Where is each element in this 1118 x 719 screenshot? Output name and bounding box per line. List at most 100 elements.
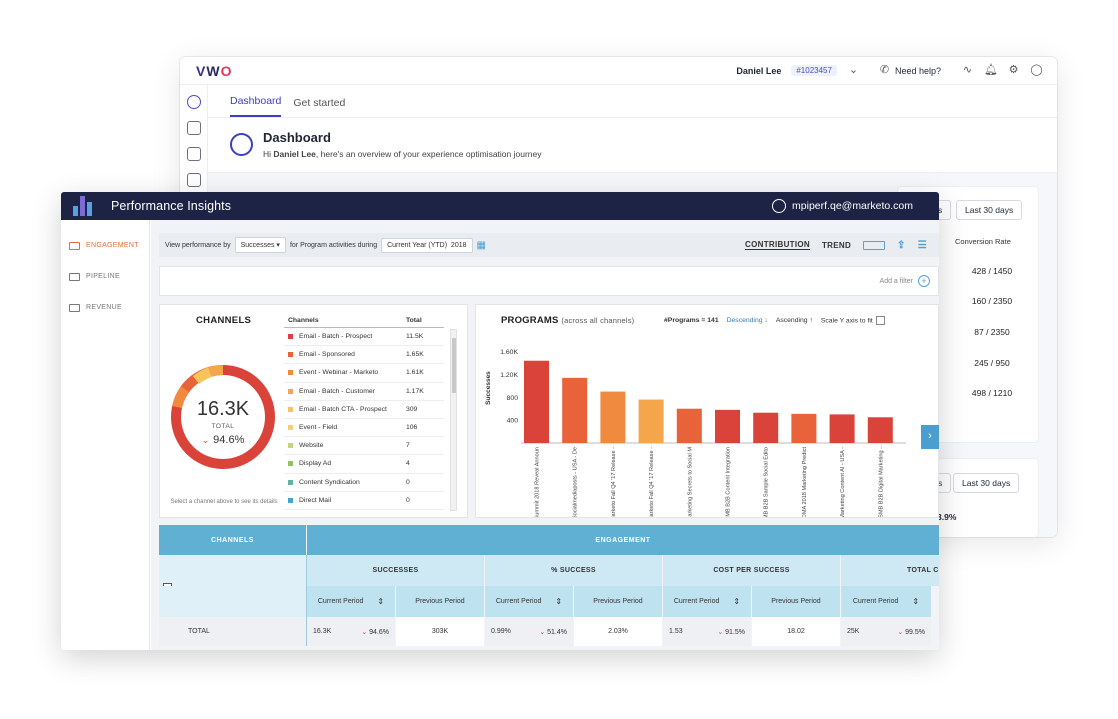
tab-dashboard[interactable]: Dashboard bbox=[230, 95, 282, 117]
program-bar[interactable] bbox=[600, 391, 626, 443]
channel-swatch bbox=[288, 497, 293, 503]
current-period-header[interactable]: Current Period ⇕ bbox=[841, 586, 931, 617]
total-row-label: TOTAL bbox=[159, 617, 306, 646]
cursor-icon[interactable] bbox=[186, 147, 201, 161]
previous-period-header[interactable]: Previous Period bbox=[396, 586, 484, 617]
nav-engagement[interactable]: ENGAGEMENT bbox=[61, 230, 149, 261]
x-tick-label: MN2018 - Summit 2018 Reveal Announ bbox=[535, 447, 541, 517]
channel-row[interactable]: Email - Sponsored 1.65K bbox=[284, 346, 444, 365]
program-bar[interactable] bbox=[524, 360, 549, 443]
current-period-header[interactable]: Current Period ⇕ bbox=[485, 586, 573, 617]
channel-swatch bbox=[288, 479, 293, 485]
current-period-header[interactable]: Current Period ⇕ bbox=[307, 586, 395, 617]
channel-row[interactable]: Display Ad 4 bbox=[284, 455, 444, 474]
channel-row[interactable]: Event - Webinar - Marketo 1.61K bbox=[284, 364, 444, 383]
sort-icon[interactable]: ⇕ bbox=[733, 597, 741, 606]
settings-sliders-icon[interactable]: ☰ bbox=[917, 239, 927, 251]
activity-icon[interactable]: ∿ bbox=[962, 64, 973, 76]
programs-panel: PROGRAMS (across all channels) #Programs… bbox=[475, 304, 939, 518]
columns-icon[interactable] bbox=[863, 240, 886, 250]
tab-trend[interactable]: TREND bbox=[821, 240, 852, 250]
program-bar[interactable] bbox=[753, 412, 779, 443]
profile-icon[interactable]: ◯ bbox=[1030, 64, 1043, 76]
x-tick-label: EmPr - SMB B2B Content Integration bbox=[726, 447, 732, 517]
program-bar[interactable] bbox=[867, 417, 893, 443]
channel-swatch bbox=[288, 443, 293, 449]
channel-total: 1.61K bbox=[406, 369, 424, 377]
conversion-value: 428 / 1450 bbox=[971, 266, 1013, 276]
tab-contribution[interactable]: CONTRIBUTION bbox=[745, 240, 810, 250]
previous-period-header[interactable]: Previous Period bbox=[574, 586, 662, 617]
sort-ascending[interactable]: Ascending ↑ bbox=[775, 317, 813, 324]
channels-scrollbar[interactable] bbox=[450, 329, 457, 511]
metric-successes[interactable]: SUCCESSES bbox=[307, 555, 484, 586]
sort-descending[interactable]: Descending ↓ bbox=[726, 317, 768, 324]
channels-title: CHANNELS bbox=[196, 315, 252, 326]
x-tick-label: EmSo - Socialmediaposts - USA - De bbox=[573, 447, 579, 517]
channel-total: 0 bbox=[406, 496, 410, 504]
flask-icon[interactable] bbox=[186, 121, 201, 135]
previous-period-header[interactable]: Previous Period bbox=[752, 586, 840, 617]
total-previous-cell: 303K bbox=[396, 617, 484, 646]
dashboard-icon[interactable] bbox=[186, 95, 201, 109]
sort-icon[interactable]: ⇕ bbox=[912, 597, 920, 606]
user-menu[interactable]: mpiperf.qe@marketo.com bbox=[772, 199, 913, 213]
y-tick-label: 1.60K bbox=[500, 349, 518, 356]
range-last-30-days-2[interactable]: Last 30 days bbox=[953, 473, 1020, 493]
conversion-value: 245 / 950 bbox=[974, 358, 1010, 368]
vwo-logo[interactable]: VWO bbox=[196, 62, 233, 79]
metric-pct-success[interactable]: % SUCCESS bbox=[485, 555, 662, 586]
channels-donut[interactable] bbox=[168, 362, 278, 472]
metric-total-cost[interactable]: TOTAL C bbox=[841, 555, 939, 586]
program-bar[interactable] bbox=[791, 413, 817, 443]
channel-row[interactable]: Email - Batch - Prospect 11.5K bbox=[284, 328, 444, 347]
channel-total: 7 bbox=[406, 442, 410, 450]
gear-icon[interactable]: ⚙ bbox=[1008, 64, 1019, 76]
nav-revenue[interactable]: REVENUE bbox=[61, 292, 149, 323]
channel-total: 4 bbox=[406, 460, 410, 468]
channel-row[interactable]: Website 7 bbox=[284, 437, 444, 456]
database-icon[interactable] bbox=[186, 173, 201, 187]
channel-row[interactable]: Content Syndication 0 bbox=[284, 474, 444, 492]
chevron-down-icon[interactable]: ⌄ bbox=[848, 64, 859, 76]
metric-select[interactable]: Successes ▾ bbox=[234, 237, 286, 253]
x-tick-label: WM - Marketing Secrets to Social M bbox=[687, 447, 693, 517]
bell-icon[interactable]: 🔔︎ bbox=[984, 64, 998, 76]
tab-get-started[interactable]: Get started bbox=[293, 97, 346, 109]
next-chevron-button[interactable]: › bbox=[921, 425, 939, 449]
channel-row[interactable]: Direct Mail 0 bbox=[284, 492, 444, 510]
plus-icon[interactable]: + bbox=[918, 275, 930, 287]
sort-icon[interactable]: ⇕ bbox=[555, 597, 563, 606]
channel-row[interactable]: Email - Batch CTA - Prospect 309 bbox=[284, 401, 444, 419]
nav-pipeline[interactable]: PIPELINE bbox=[61, 261, 149, 292]
programs-title: PROGRAMS (across all channels) bbox=[501, 315, 635, 326]
current-period-header[interactable]: Current Period ⇕ bbox=[663, 586, 751, 617]
vwo-topbar: VWO Daniel Lee #1023457 ⌄ ✆ Need help? ∿… bbox=[180, 57, 1057, 85]
channel-name: Display Ad bbox=[299, 460, 332, 468]
y-tick-label: 400 bbox=[507, 418, 519, 425]
range-last-30-days[interactable]: Last 30 days bbox=[956, 200, 1023, 220]
vwo-tabs: Dashboard Get started bbox=[208, 85, 1057, 118]
add-filter-bar[interactable]: Add a filter + bbox=[159, 266, 939, 296]
need-help-link[interactable]: Need help? bbox=[894, 65, 941, 76]
program-bar[interactable] bbox=[676, 408, 702, 443]
share-icon[interactable]: ⇪ bbox=[897, 239, 906, 251]
program-bar[interactable] bbox=[829, 414, 855, 443]
user-icon bbox=[772, 199, 787, 213]
group-channels-header[interactable]: CHANNELS bbox=[159, 525, 306, 555]
sort-icon[interactable]: ⇕ bbox=[377, 597, 385, 606]
user-name[interactable]: Daniel Lee bbox=[736, 65, 782, 76]
scale-y-toggle[interactable]: Scale Y axis to fit bbox=[821, 316, 885, 325]
program-bar[interactable] bbox=[715, 409, 740, 443]
program-bar[interactable] bbox=[562, 377, 588, 443]
channel-row[interactable]: Event - Field 106 bbox=[284, 419, 444, 438]
channels-change: ⌄ 94.6% bbox=[201, 434, 245, 446]
period-select[interactable]: Current Year (YTD) 2018 bbox=[381, 237, 473, 253]
col-total: Total bbox=[406, 317, 422, 324]
channel-swatch bbox=[288, 370, 293, 376]
calendar-icon[interactable]: ▦ bbox=[476, 239, 486, 251]
app-title: Performance Insights bbox=[111, 199, 232, 213]
metric-cost-per-success[interactable]: COST PER SUCCESS bbox=[663, 555, 840, 586]
program-bar[interactable] bbox=[638, 399, 664, 443]
channel-row[interactable]: Email - Batch - Customer 1.17K bbox=[284, 383, 444, 401]
